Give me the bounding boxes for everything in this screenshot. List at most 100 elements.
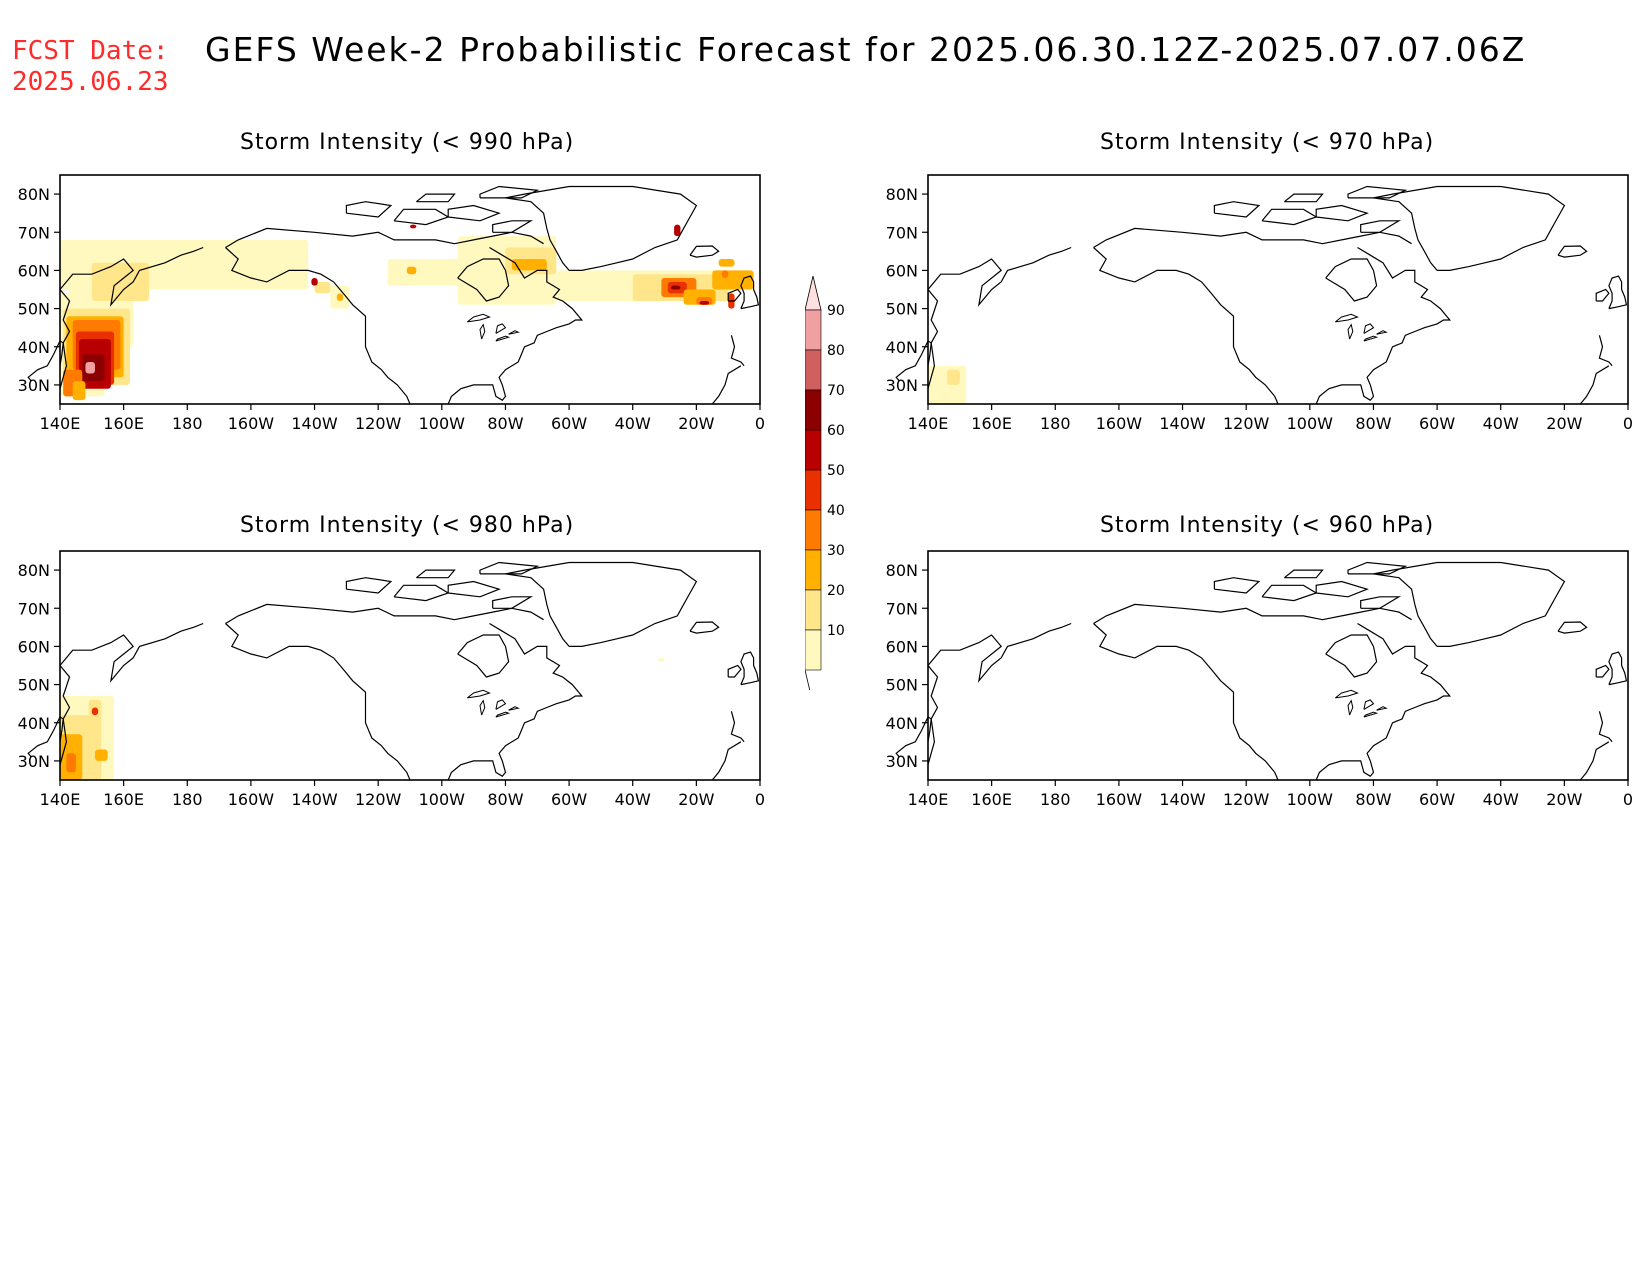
y-tick-label: 80N bbox=[18, 561, 50, 580]
x-tick-label: 80W bbox=[1355, 414, 1391, 433]
y-tick-label: 50N bbox=[886, 676, 918, 695]
y-tick-label: 30N bbox=[886, 376, 918, 395]
coastline bbox=[1315, 204, 1369, 222]
probability-patch bbox=[718, 258, 735, 267]
colorbar-legend: 10 20 30 40 50 60 70 80 90 bbox=[805, 275, 845, 690]
lake-outline bbox=[1363, 335, 1379, 342]
x-tick-label: 60W bbox=[1419, 790, 1455, 809]
x-tick-label: 160W bbox=[1096, 790, 1143, 809]
coastline bbox=[1315, 580, 1369, 598]
panel-title-980: Storm Intensity (< 980 hPa) bbox=[240, 513, 575, 538]
x-tick-label: 40W bbox=[615, 790, 651, 809]
map-frame bbox=[59, 550, 761, 781]
x-tick-label: 0 bbox=[1623, 790, 1633, 809]
x-tick-label: 160W bbox=[228, 414, 275, 433]
y-tick-label: 30N bbox=[18, 752, 50, 771]
x-tick-label: 180 bbox=[172, 790, 203, 809]
y-tick-label: 40N bbox=[886, 338, 918, 357]
y-tick-label: 50N bbox=[886, 300, 918, 319]
y-tick-label: 30N bbox=[18, 376, 50, 395]
coastline bbox=[1284, 569, 1324, 579]
colorbar-swatch bbox=[805, 629, 822, 671]
x-tick-label: 160W bbox=[1096, 414, 1143, 433]
coastline bbox=[927, 622, 1072, 765]
colorbar-top-arrow bbox=[805, 275, 822, 311]
x-tick-label: 20W bbox=[678, 790, 714, 809]
coastline bbox=[1261, 584, 1318, 602]
coastline bbox=[1093, 247, 1279, 405]
coastline bbox=[59, 246, 204, 389]
x-tick-label: 160E bbox=[103, 790, 144, 809]
colorbar-swatch bbox=[805, 509, 822, 551]
panel-title-970: Storm Intensity (< 970 hPa) bbox=[1100, 130, 1435, 155]
x-tick-label: 140E bbox=[908, 790, 949, 809]
coastline bbox=[1213, 201, 1261, 218]
coastline bbox=[225, 247, 411, 405]
lake-outline bbox=[479, 323, 486, 340]
x-tick-label: 100W bbox=[1287, 790, 1334, 809]
lake-outline bbox=[495, 711, 511, 718]
lake-outline bbox=[495, 323, 507, 334]
coastline bbox=[1347, 561, 1408, 575]
coastline bbox=[479, 185, 540, 199]
y-tick-label: 60N bbox=[18, 637, 50, 656]
x-tick-label: 20W bbox=[1546, 414, 1582, 433]
y-tick-label: 70N bbox=[886, 599, 918, 618]
coastline bbox=[492, 596, 534, 609]
x-tick-label: 140E bbox=[40, 414, 81, 433]
probability-patch bbox=[314, 281, 331, 294]
x-tick-label: 160E bbox=[103, 414, 144, 433]
x-tick-label: 120W bbox=[355, 790, 402, 809]
coastline bbox=[1315, 622, 1452, 781]
x-tick-label: 140E bbox=[908, 414, 949, 433]
colorbar-bottom-arrow bbox=[805, 669, 811, 690]
coastline bbox=[457, 258, 510, 302]
x-tick-label: 40W bbox=[1483, 414, 1519, 433]
colorbar-label: 90 bbox=[827, 303, 845, 319]
colorbar-label: 30 bbox=[827, 543, 845, 559]
map-frame bbox=[927, 174, 1629, 405]
probability-patch bbox=[336, 293, 344, 301]
lake-outline bbox=[495, 335, 511, 342]
coastline bbox=[27, 340, 64, 382]
x-tick-label: 120W bbox=[1223, 414, 1270, 433]
colorbar-label: 10 bbox=[827, 623, 845, 639]
probability-patch bbox=[66, 753, 76, 773]
colorbar-label: 80 bbox=[827, 343, 845, 359]
coastline bbox=[457, 634, 510, 678]
probability-patch bbox=[95, 749, 108, 761]
lake-outline bbox=[1376, 330, 1388, 335]
coastline bbox=[1093, 227, 1278, 249]
coastline bbox=[447, 622, 584, 781]
probability-patch bbox=[670, 285, 681, 290]
coastline bbox=[895, 340, 932, 382]
probability-patch bbox=[712, 270, 754, 290]
probability-patch bbox=[674, 224, 681, 237]
forecast-date-value: 2025.06.23 bbox=[12, 67, 169, 97]
coastline bbox=[711, 365, 742, 405]
colorbar-swatch bbox=[805, 349, 822, 391]
colorbar-swatch bbox=[805, 429, 822, 471]
x-tick-label: 40W bbox=[1483, 790, 1519, 809]
coastline bbox=[447, 246, 584, 405]
page-title: GEFS Week-2 Probabilistic Forecast for 2… bbox=[205, 30, 1527, 69]
y-tick-label: 60N bbox=[886, 261, 918, 280]
x-tick-label: 60W bbox=[551, 414, 587, 433]
colorbar-swatch bbox=[805, 589, 822, 631]
map-panel-960: 140E 160E 180 160W 140W 120W 100W 80W 60W 40W 20W 0… bbox=[886, 550, 1633, 809]
coastline bbox=[689, 245, 720, 258]
coastline bbox=[447, 580, 501, 598]
coastline bbox=[895, 716, 932, 758]
coastline bbox=[711, 741, 742, 781]
map-frame bbox=[59, 174, 761, 405]
x-tick-label: 80W bbox=[487, 414, 523, 433]
probability-patch bbox=[72, 381, 86, 401]
x-tick-label: 60W bbox=[1419, 414, 1455, 433]
probability-patch bbox=[928, 365, 967, 404]
colorbar-label: 50 bbox=[827, 463, 845, 479]
colorbar-label: 70 bbox=[827, 383, 845, 399]
x-tick-label: 0 bbox=[755, 414, 765, 433]
forecast-date-label: FCST Date: bbox=[12, 36, 169, 66]
coastline bbox=[225, 227, 410, 249]
probability-patch bbox=[947, 369, 960, 385]
